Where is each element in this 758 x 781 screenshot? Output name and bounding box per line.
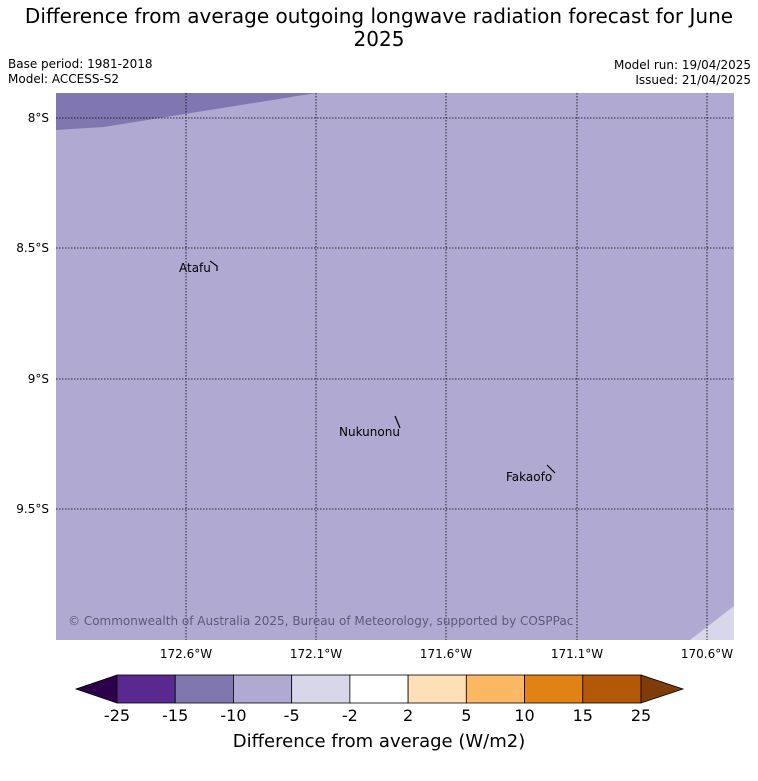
colorbar-tick-label: -25 bbox=[103, 706, 131, 725]
colorbar-boxes bbox=[116, 674, 642, 704]
colorbar-tick-label: 25 bbox=[630, 706, 652, 725]
atolls bbox=[209, 260, 556, 474]
colorbar-tick-label: -15 bbox=[162, 706, 189, 725]
atafu-atoll-shape bbox=[209, 260, 218, 271]
meta-right: Model run: 19/04/2025 Issued: 21/04/2025 bbox=[614, 58, 751, 88]
colorbar-box-1 bbox=[174, 674, 234, 704]
colorbar-under-extension bbox=[74, 674, 118, 704]
nukunonu-atoll-shape bbox=[394, 415, 401, 429]
lat-label-8-5s: 8.5°S bbox=[16, 241, 49, 255]
place-label-fakaofo: Fakaofo bbox=[506, 470, 553, 484]
lon-label-172-1w: 172.1°W bbox=[289, 647, 343, 661]
model-run: Model run: 19/04/2025 bbox=[613, 58, 751, 72]
lat-label-9s: 9°S bbox=[27, 372, 49, 386]
colorbar-box-3 bbox=[291, 674, 351, 704]
meta-left: Base period: 1981-2018 Model: ACCESS-S2 bbox=[8, 57, 153, 87]
base-period: Base period: 1981-2018 bbox=[8, 57, 153, 71]
copyright-notice: © Commonwealth of Australia 2025, Bureau… bbox=[68, 614, 574, 628]
colorbar-box-2 bbox=[233, 674, 293, 704]
graticule bbox=[56, 93, 734, 640]
map-area bbox=[56, 93, 734, 640]
colorbar-box-6 bbox=[465, 674, 525, 704]
colorbar-tick-label: 2 bbox=[403, 706, 414, 725]
fakaofo-atoll-shape bbox=[546, 464, 556, 474]
colorbar-box-0 bbox=[116, 674, 176, 704]
colorbar-label: Difference from average (W/m2) bbox=[232, 731, 526, 752]
colorbar-tick-label: -2 bbox=[341, 706, 358, 725]
lon-label-172-6w: 172.6°W bbox=[159, 647, 213, 661]
place-label-atafu: Atafu bbox=[179, 261, 211, 275]
colorbar-tick-label: 5 bbox=[461, 706, 472, 725]
place-label-nukunonu: Nukunonu bbox=[339, 425, 400, 439]
colorbar-box-7 bbox=[524, 674, 584, 704]
colorbar bbox=[74, 674, 685, 704]
map-title: Difference from average outgoing longwav… bbox=[24, 4, 734, 51]
colorbar-box-4 bbox=[349, 674, 409, 704]
lat-label-9-5s: 9.5°S bbox=[16, 502, 49, 516]
colorbar-box-8 bbox=[582, 674, 642, 704]
model-name: Model: ACCESS-S2 bbox=[8, 72, 120, 86]
colorbar-tick-label: -10 bbox=[220, 706, 247, 725]
lat-label-8s: 8°S bbox=[27, 111, 49, 125]
lon-label-171-1w: 171.1°W bbox=[550, 647, 604, 661]
issued-date: Issued: 21/04/2025 bbox=[635, 73, 751, 87]
colorbar-tick-label: 10 bbox=[514, 706, 535, 725]
anomaly-region-weak bbox=[690, 606, 734, 640]
colorbar-box-5 bbox=[407, 674, 467, 704]
colorbar-tick-label: 15 bbox=[572, 706, 593, 725]
colorbar-over-extension bbox=[640, 674, 685, 704]
lon-label-170-6w: 170.6°W bbox=[680, 647, 734, 661]
lon-label-171-6w: 171.6°W bbox=[419, 647, 473, 661]
colorbar-tick-label: -5 bbox=[283, 706, 300, 725]
